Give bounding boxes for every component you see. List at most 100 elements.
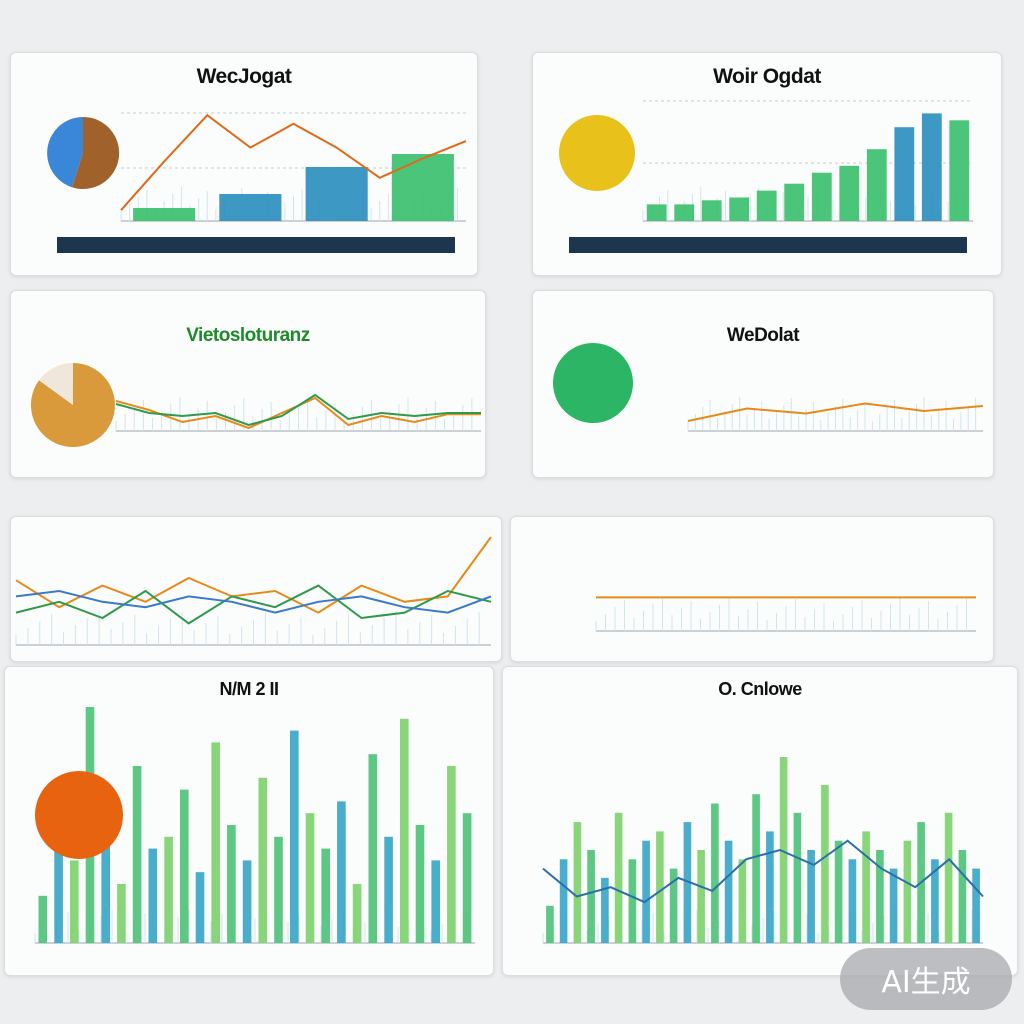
bar-7-2: [70, 860, 79, 943]
pie-slice-1-1: [47, 117, 83, 188]
chart-card-4: WeDolat: [532, 290, 994, 478]
bar-8-24: [876, 850, 884, 943]
bar-7-8: [164, 836, 173, 943]
bar-1-3: [391, 154, 454, 221]
bar-7-14: [258, 777, 268, 943]
bar-7-17: [305, 813, 315, 943]
chart-card-6: [510, 516, 994, 662]
bar-7-12: [227, 825, 236, 943]
bar-7-6: [132, 766, 142, 943]
bar-7-7: [148, 848, 158, 943]
bar-7-16: [290, 730, 299, 943]
chart-3: [30, 363, 481, 447]
bar-7-26: [447, 766, 456, 943]
bar-8-28: [931, 859, 939, 943]
axis-strip-2: [569, 237, 967, 253]
bar-8-30: [958, 850, 967, 943]
bar-7-11: [211, 742, 220, 943]
bar-8-21: [834, 840, 843, 943]
bar-2-5: [784, 183, 805, 221]
bar-8-16: [766, 831, 774, 943]
bar-1-1: [219, 194, 282, 221]
chart-1: [47, 112, 467, 253]
bar-7-25: [431, 860, 440, 943]
pie-slice-3-1: [39, 363, 73, 405]
line-8: [542, 839, 984, 904]
pie-slice-3-0: [30, 363, 115, 447]
bar-7-18: [321, 848, 330, 943]
chart-card-2: Woir Ogdat: [532, 52, 1002, 276]
chart-card-3: Vietosloturanz: [10, 290, 486, 478]
bar-8-11: [697, 850, 705, 943]
chart-5: [15, 536, 492, 646]
bar-2-11: [949, 120, 970, 221]
bar-7-24: [415, 825, 425, 943]
bar-2-0: [646, 204, 667, 221]
bar-8-15: [752, 794, 760, 943]
chart-title-7: N/M 2 II: [219, 679, 279, 699]
bar-7-0: [38, 895, 48, 943]
line-1: [120, 113, 467, 211]
bar-8-25: [889, 868, 898, 943]
bar-8-31: [972, 868, 980, 943]
series-3-1: [115, 393, 481, 427]
bar-8-9: [669, 868, 678, 943]
bar-8-10: [683, 822, 692, 943]
bar-8-7: [642, 840, 650, 943]
chart-title-1: WecJogat: [196, 65, 292, 88]
bar-2-3: [729, 197, 750, 221]
bar-8-18: [793, 812, 802, 943]
axis-strip-1: [57, 237, 455, 253]
pie-slice-4-0: [553, 343, 633, 423]
bar-1-2: [305, 167, 368, 221]
bar-7-13: [242, 860, 252, 943]
bar-8-5: [614, 812, 623, 943]
bar-7-5: [117, 884, 126, 943]
bar-8-3: [587, 850, 595, 943]
chart-4: [553, 343, 984, 432]
bar-7-4: [101, 801, 110, 943]
bar-8-8: [656, 831, 664, 943]
chart-6: [595, 596, 976, 632]
bar-8-6: [628, 859, 637, 943]
chart-2: [559, 100, 973, 253]
bar-7-15: [274, 836, 283, 943]
chart-card-8: O. Cnlowe: [502, 666, 1018, 976]
chart-title-4: WeDolat: [726, 325, 800, 346]
bar-7-20: [352, 884, 362, 943]
bar-2-9: [894, 127, 915, 221]
bar-2-8: [866, 149, 887, 221]
series-5-1: [15, 584, 492, 625]
bar-8-14: [738, 859, 747, 943]
bar-8-12: [711, 803, 719, 943]
bar-8-17: [779, 757, 788, 943]
chart-8: [542, 757, 984, 944]
chart-title-3: Vietosloturanz: [186, 325, 310, 346]
bar-8-26: [903, 840, 912, 943]
bar-7-23: [400, 718, 409, 943]
bar-7-22: [384, 836, 393, 943]
bar-8-0: [546, 905, 554, 943]
chart-title-8: O. Cnlowe: [718, 679, 802, 699]
bar-8-20: [821, 784, 829, 943]
bar-8-23: [862, 831, 870, 943]
series-5-2: [15, 589, 492, 614]
bar-7-9: [180, 789, 189, 943]
bar-8-1: [559, 859, 568, 943]
bar-7-27: [462, 813, 472, 943]
series-5-0: [15, 536, 492, 614]
bar-8-2: [573, 822, 582, 943]
bar-1-0: [133, 208, 196, 221]
chart-title-2: Woir Ogdat: [713, 65, 821, 88]
chart-7: [34, 707, 475, 944]
bar-2-6: [811, 172, 832, 221]
bar-7-10: [195, 872, 205, 943]
chart-card-7: N/M 2 II: [4, 666, 494, 976]
series-4-0: [687, 402, 984, 422]
bar-2-7: [839, 165, 860, 221]
bar-2-4: [756, 190, 777, 221]
bar-8-4: [601, 877, 609, 943]
bar-8-19: [807, 850, 815, 943]
bar-2-10: [921, 113, 942, 221]
ai-generated-badge: AI生成: [840, 948, 1012, 1010]
